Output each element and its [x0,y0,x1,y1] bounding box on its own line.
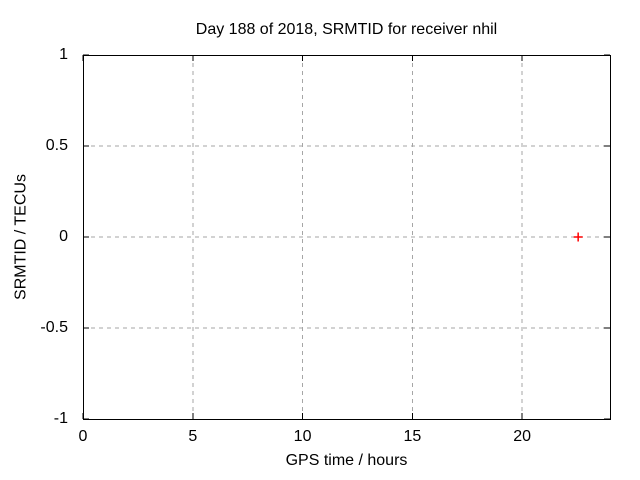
x-tick-label: 5 [188,428,198,445]
data-point-marker [573,232,583,242]
y-tick-label: -0.5 [40,319,68,336]
y-tick-label: 0.5 [45,137,68,154]
x-tick-label: 15 [403,428,422,445]
x-axis-label: GPS time / hours [285,452,408,469]
chart-title: Day 188 of 2018, SRMTID for receiver nhi… [195,21,498,38]
x-tick-label: 0 [78,428,88,445]
y-tick-label: -1 [53,410,68,427]
y-tick-label: 0 [59,228,68,245]
x-tick-label: 20 [513,428,532,445]
x-tick-label: 10 [293,428,312,445]
plot-border [83,55,611,420]
y-tick-label: 1 [59,46,68,63]
